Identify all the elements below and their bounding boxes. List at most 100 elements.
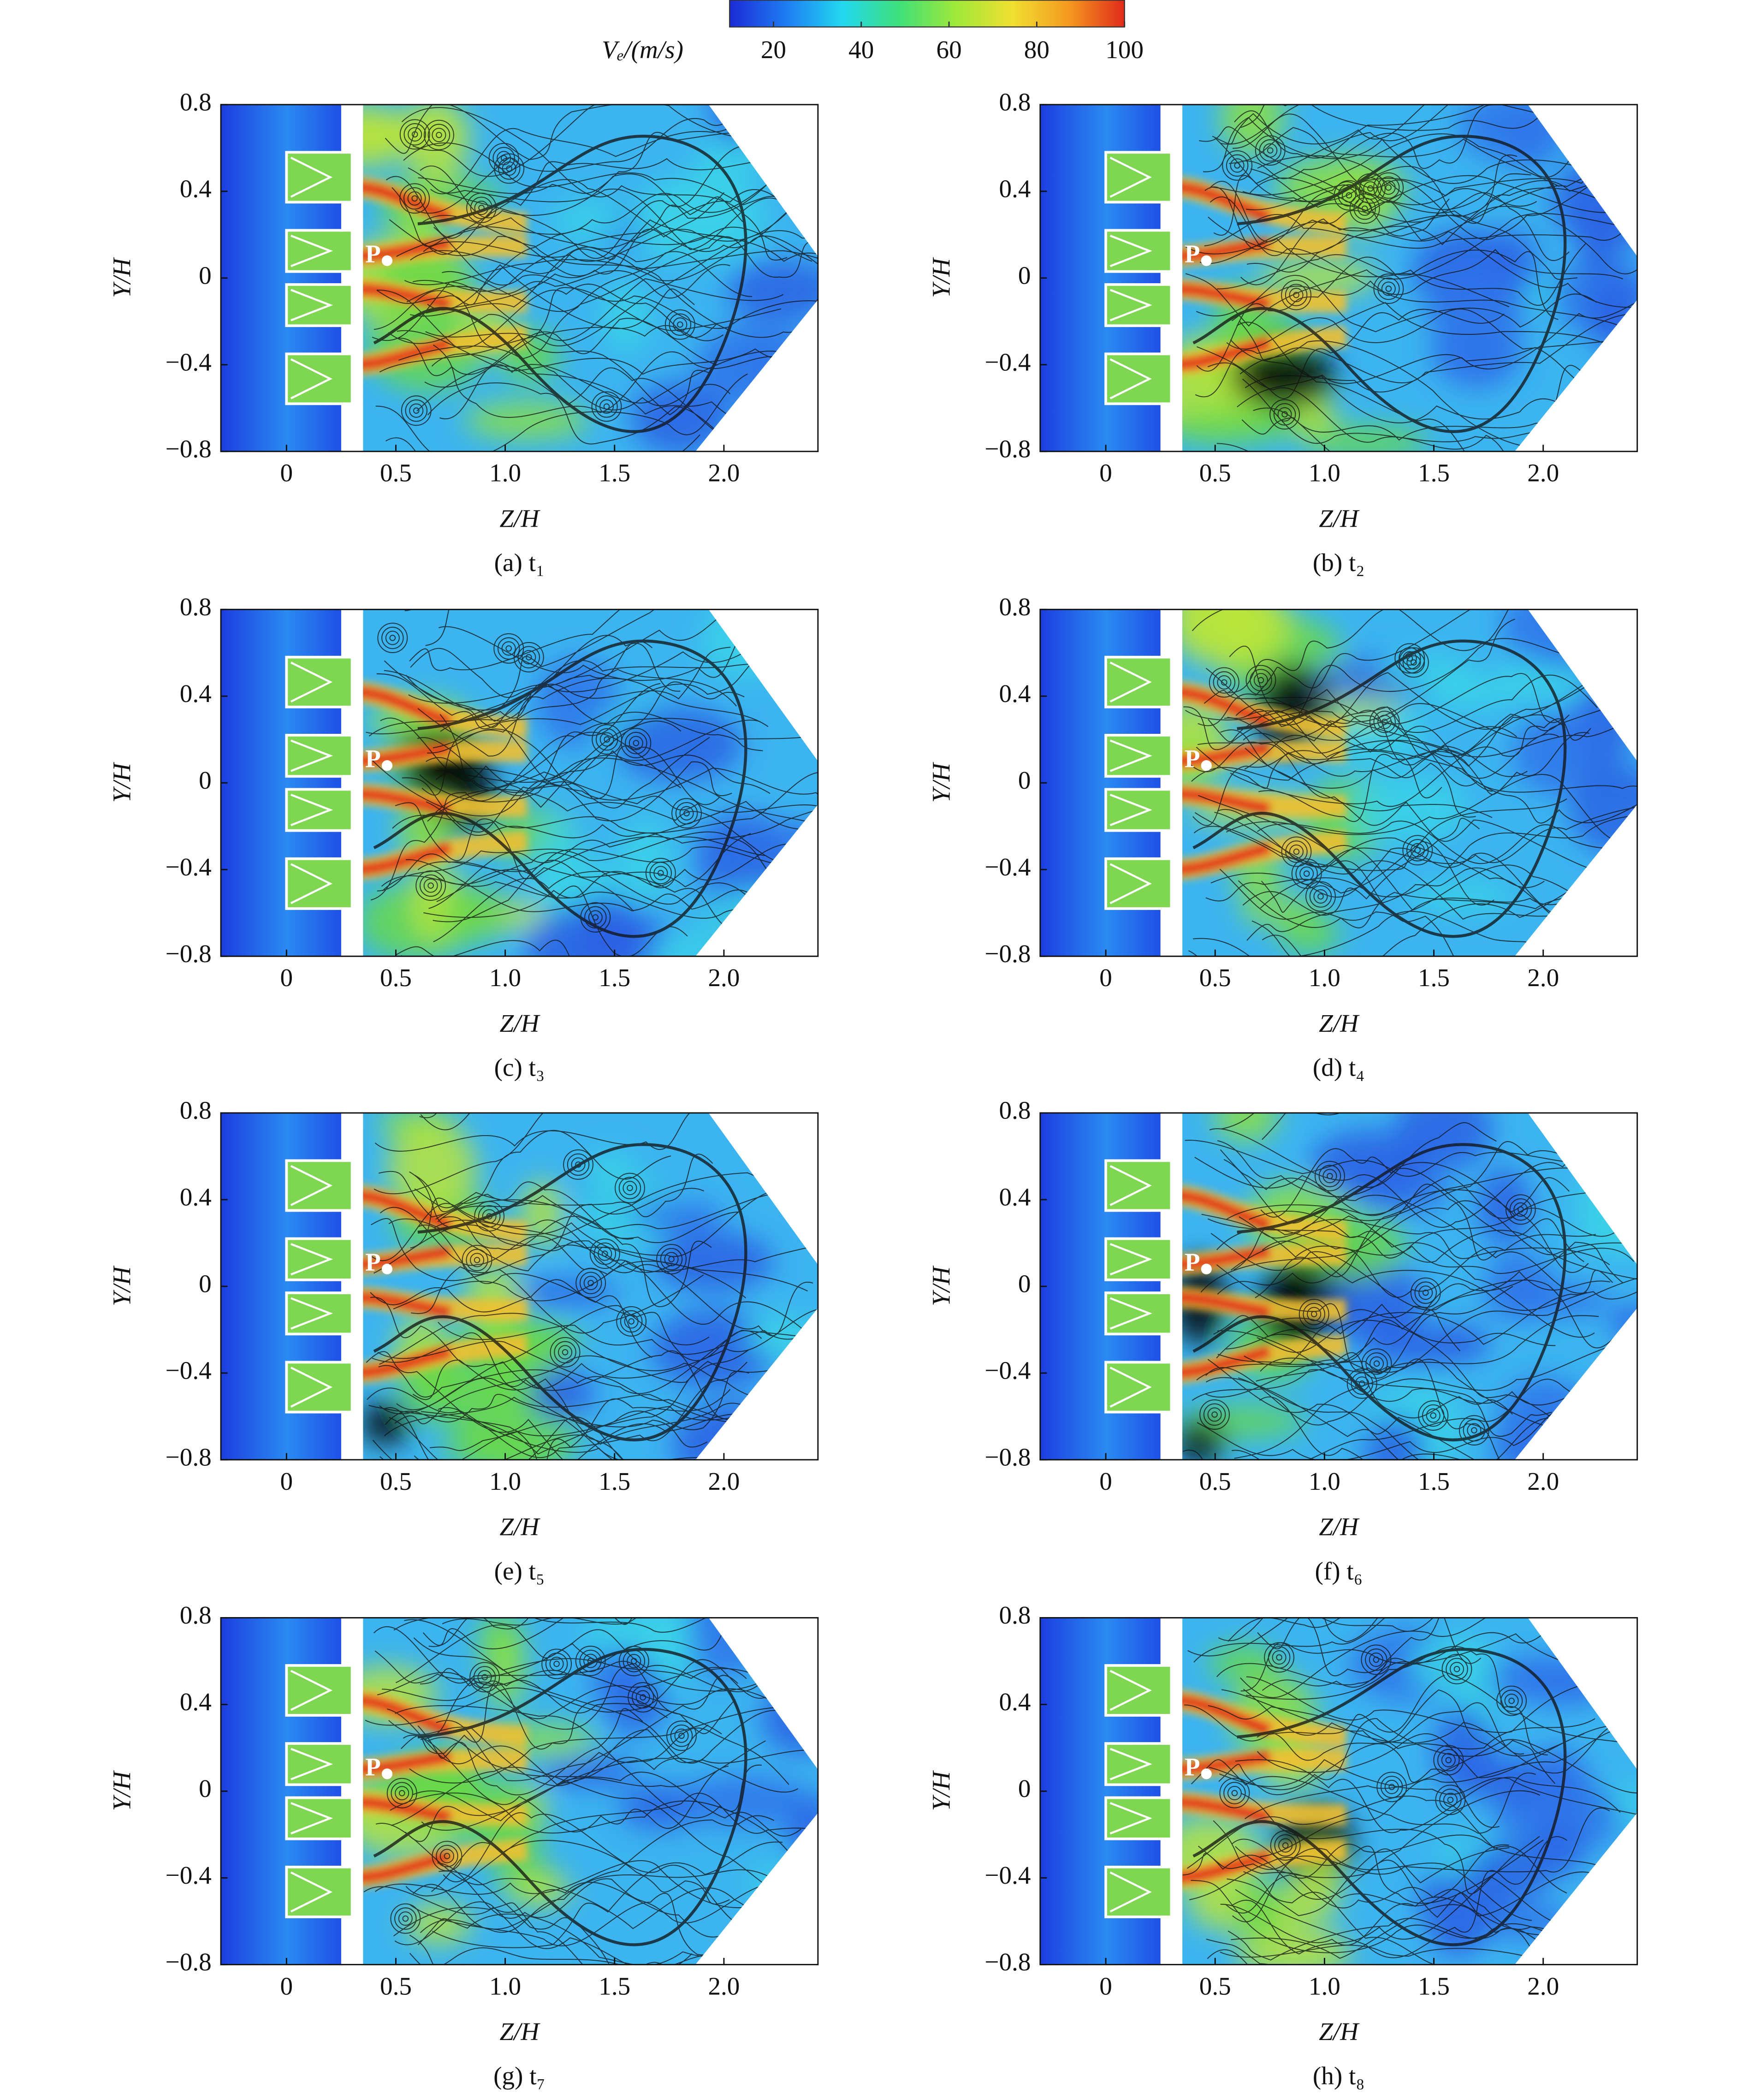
streamline bbox=[1244, 1273, 1637, 1373]
field-blob bbox=[678, 1775, 811, 1827]
vortex bbox=[386, 1778, 417, 1808]
jet-core bbox=[363, 1189, 453, 1231]
swirler bbox=[1104, 1742, 1173, 1786]
vortex bbox=[1230, 158, 1245, 173]
colorbar-tick-label: 60 bbox=[936, 36, 961, 64]
vortex bbox=[1299, 866, 1314, 881]
vortex bbox=[640, 1694, 646, 1701]
streamline bbox=[368, 755, 818, 833]
y-tick-label: −0.8 bbox=[984, 1443, 1031, 1471]
streamline bbox=[370, 732, 682, 901]
streamline bbox=[1229, 127, 1559, 187]
vortex bbox=[627, 1184, 633, 1191]
vortex bbox=[549, 1656, 564, 1671]
streamline bbox=[395, 1705, 762, 1819]
streamline bbox=[376, 284, 718, 349]
streamline bbox=[377, 1330, 818, 1394]
streamline bbox=[417, 737, 732, 821]
streamline bbox=[1192, 938, 1594, 957]
vortex bbox=[562, 1349, 569, 1356]
streamlines bbox=[366, 1112, 818, 1460]
panel: P 0 0.5 1.0 1.5 2.0 −0.8 −0.4 0 0.4 0.8 Z/H Y/H (b) t… bbox=[927, 88, 1638, 577]
panel: P 0 0.5 1.0 1.5 2.0 −0.8 −0.4 0 0.4 0.8 Z/H Y/H (e) t… bbox=[108, 1096, 819, 1585]
vortex bbox=[1402, 651, 1417, 666]
jet-core bbox=[1182, 1750, 1271, 1776]
vortex bbox=[575, 1267, 606, 1298]
vortex bbox=[1303, 870, 1310, 877]
jet-core bbox=[1182, 1291, 1271, 1319]
streamline bbox=[428, 1618, 654, 1647]
x-tick-label: 0.5 bbox=[1199, 1467, 1231, 1495]
streamline bbox=[433, 728, 721, 805]
streamline bbox=[439, 351, 818, 420]
vortex bbox=[580, 902, 611, 933]
field-blob bbox=[1214, 1112, 1279, 1142]
streamline bbox=[382, 831, 792, 892]
vortex bbox=[486, 1213, 492, 1220]
vortex bbox=[1353, 197, 1376, 220]
vortex bbox=[474, 201, 489, 215]
streamline bbox=[402, 683, 661, 833]
streamline bbox=[1257, 821, 1637, 869]
vortex bbox=[1449, 1662, 1464, 1677]
streamline bbox=[439, 714, 761, 808]
x-tick-label: 2.0 bbox=[1527, 459, 1559, 487]
streamline bbox=[1242, 817, 1480, 916]
streamline bbox=[1239, 1216, 1610, 1266]
streamlines bbox=[1182, 1112, 1637, 1460]
vortex bbox=[1222, 150, 1253, 181]
swirler-vane bbox=[1109, 793, 1152, 827]
x-tick-label: 0.5 bbox=[380, 1972, 412, 2000]
y-axis-label: Y/H bbox=[108, 1770, 136, 1811]
vortex bbox=[1289, 288, 1304, 303]
swirler-vane bbox=[290, 661, 333, 703]
vortex bbox=[473, 1666, 496, 1689]
streamline bbox=[1220, 729, 1616, 875]
vortex bbox=[401, 395, 432, 426]
field-blob bbox=[1479, 1655, 1612, 1702]
streamline bbox=[405, 1724, 709, 1842]
swirler bbox=[1104, 788, 1173, 832]
streamline bbox=[371, 1190, 793, 1261]
y-axis-label: Y/H bbox=[927, 1265, 955, 1306]
vortex bbox=[1422, 1289, 1429, 1296]
x-tick-label: 0 bbox=[1099, 459, 1112, 487]
jet-core bbox=[363, 1850, 452, 1884]
streamline bbox=[414, 1414, 764, 1460]
vortex bbox=[618, 1177, 641, 1199]
streamline bbox=[1198, 1845, 1532, 1921]
streamline bbox=[419, 1112, 711, 1118]
streamline bbox=[1217, 250, 1559, 320]
streamline bbox=[1261, 837, 1597, 938]
vortex bbox=[1219, 1778, 1250, 1808]
streamline bbox=[366, 1351, 647, 1460]
field-blob bbox=[650, 935, 717, 957]
vortex bbox=[1505, 1194, 1536, 1225]
streamline bbox=[394, 1349, 749, 1424]
streamline bbox=[420, 1112, 818, 1130]
x-tick-label: 1.0 bbox=[1309, 1467, 1340, 1495]
vortex bbox=[1406, 655, 1413, 662]
streamline bbox=[1208, 206, 1637, 274]
streamline bbox=[1192, 1369, 1624, 1406]
streamline bbox=[1208, 710, 1559, 779]
streamline bbox=[1259, 1396, 1637, 1460]
streamline bbox=[1227, 1918, 1569, 1965]
field-background bbox=[363, 1618, 818, 1965]
vortex bbox=[407, 191, 422, 206]
x-tick-label: 1.5 bbox=[1418, 459, 1450, 487]
streamline bbox=[1219, 869, 1484, 957]
vortex bbox=[493, 633, 524, 664]
vortex bbox=[377, 623, 408, 653]
vortex bbox=[1318, 1165, 1341, 1188]
y-tick-label: 0 bbox=[1018, 1774, 1031, 1803]
y-tick-label: −0.8 bbox=[984, 940, 1031, 968]
vortex bbox=[1414, 847, 1421, 854]
streamline bbox=[1196, 280, 1637, 339]
streamline bbox=[410, 189, 818, 317]
vortex bbox=[620, 1310, 643, 1333]
streamline bbox=[412, 1359, 649, 1460]
y-tick-label: 0 bbox=[199, 1270, 212, 1298]
streamline bbox=[1205, 1377, 1602, 1460]
vortex bbox=[575, 1161, 581, 1168]
